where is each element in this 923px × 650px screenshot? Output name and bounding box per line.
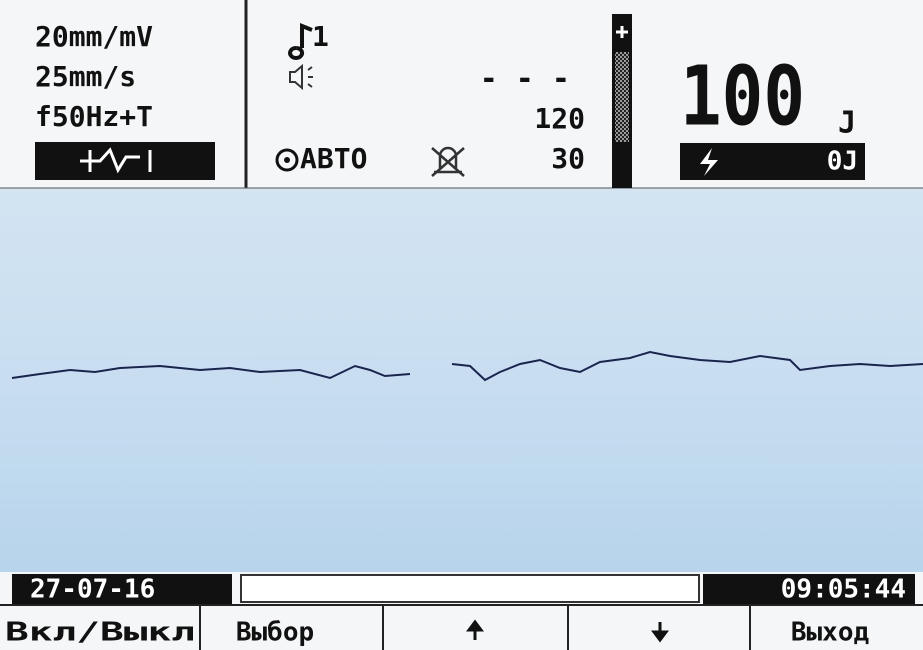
charge-bar-fill (615, 52, 629, 142)
alarm-high: 120 (534, 102, 585, 135)
monitor-screen: 20mm/mV 25mm/s f50Hz+T 1 - - - 120 АВТО … (0, 0, 923, 650)
softkey-exit[interactable]: Выход (791, 618, 869, 648)
waveform-area (0, 188, 923, 572)
heart-rate: - - - (480, 62, 570, 97)
charge: 0J (827, 147, 858, 177)
energy-unit: J (838, 106, 856, 141)
mode: АВТО (300, 142, 367, 175)
auto-icon-dot (284, 157, 290, 163)
lead: 1 (312, 20, 329, 53)
time: 09:05:44 (781, 575, 906, 605)
page: 20mm/mV 25mm/s f50Hz+T 1 - - - 120 АВТО … (0, 0, 923, 650)
date: 27-07-16 (30, 575, 155, 605)
gain: 20mm/mV (35, 20, 153, 53)
filter: f50Hz+T (35, 100, 153, 133)
energy: 100 (680, 49, 805, 144)
softkey-select[interactable]: Выбор (236, 618, 314, 648)
softkey-power[interactable]: Вкл/Выкл (5, 618, 195, 648)
progress-bar (241, 575, 699, 602)
alarm-low: 30 (551, 142, 585, 175)
speed: 25mm/s (35, 60, 136, 93)
